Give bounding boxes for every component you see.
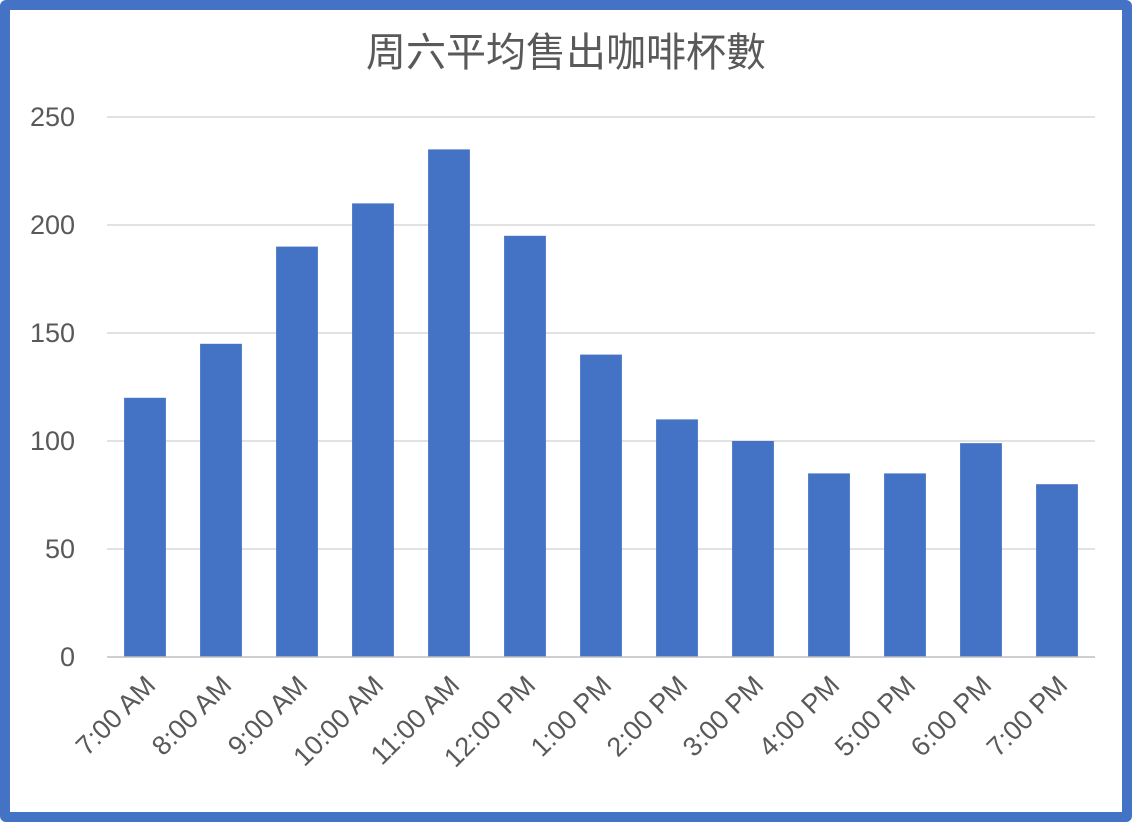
bar xyxy=(200,343,242,657)
y-tick-label: 100 xyxy=(30,426,75,456)
x-tick-label: 7:00 PM xyxy=(981,670,1073,762)
chart-title: 周六平均售出咖啡杯數 xyxy=(366,30,766,76)
bar xyxy=(656,419,698,657)
x-tick-label: 2:00 PM xyxy=(601,670,693,762)
bar xyxy=(1036,484,1078,657)
x-tick-label: 8:00 AM xyxy=(146,670,237,761)
bar xyxy=(352,203,394,657)
bars xyxy=(124,149,1078,658)
y-tick-label: 50 xyxy=(45,534,75,564)
x-tick-label: 3:00 PM xyxy=(677,670,769,762)
x-tick-label: 7:00 AM xyxy=(70,670,161,761)
bar xyxy=(124,397,166,657)
bar xyxy=(732,441,774,657)
bar xyxy=(884,473,926,657)
y-axis-ticks: 0 50 100 150 200 250 xyxy=(30,102,75,672)
bar xyxy=(276,246,318,657)
bar xyxy=(580,354,622,657)
y-tick-label: 0 xyxy=(60,642,75,672)
y-tick-label: 150 xyxy=(30,318,75,348)
bar xyxy=(504,235,546,658)
bar xyxy=(428,149,470,657)
y-tick-label: 250 xyxy=(30,102,75,132)
x-tick-label: 4:00 PM xyxy=(753,670,845,762)
y-tick-label: 200 xyxy=(30,210,75,240)
x-tick-label: 5:00 PM xyxy=(829,670,921,762)
x-tick-label: 6:00 PM xyxy=(905,670,997,762)
x-tick-label: 1:00 PM xyxy=(525,670,617,762)
bar xyxy=(808,473,850,657)
bar xyxy=(960,443,1002,657)
